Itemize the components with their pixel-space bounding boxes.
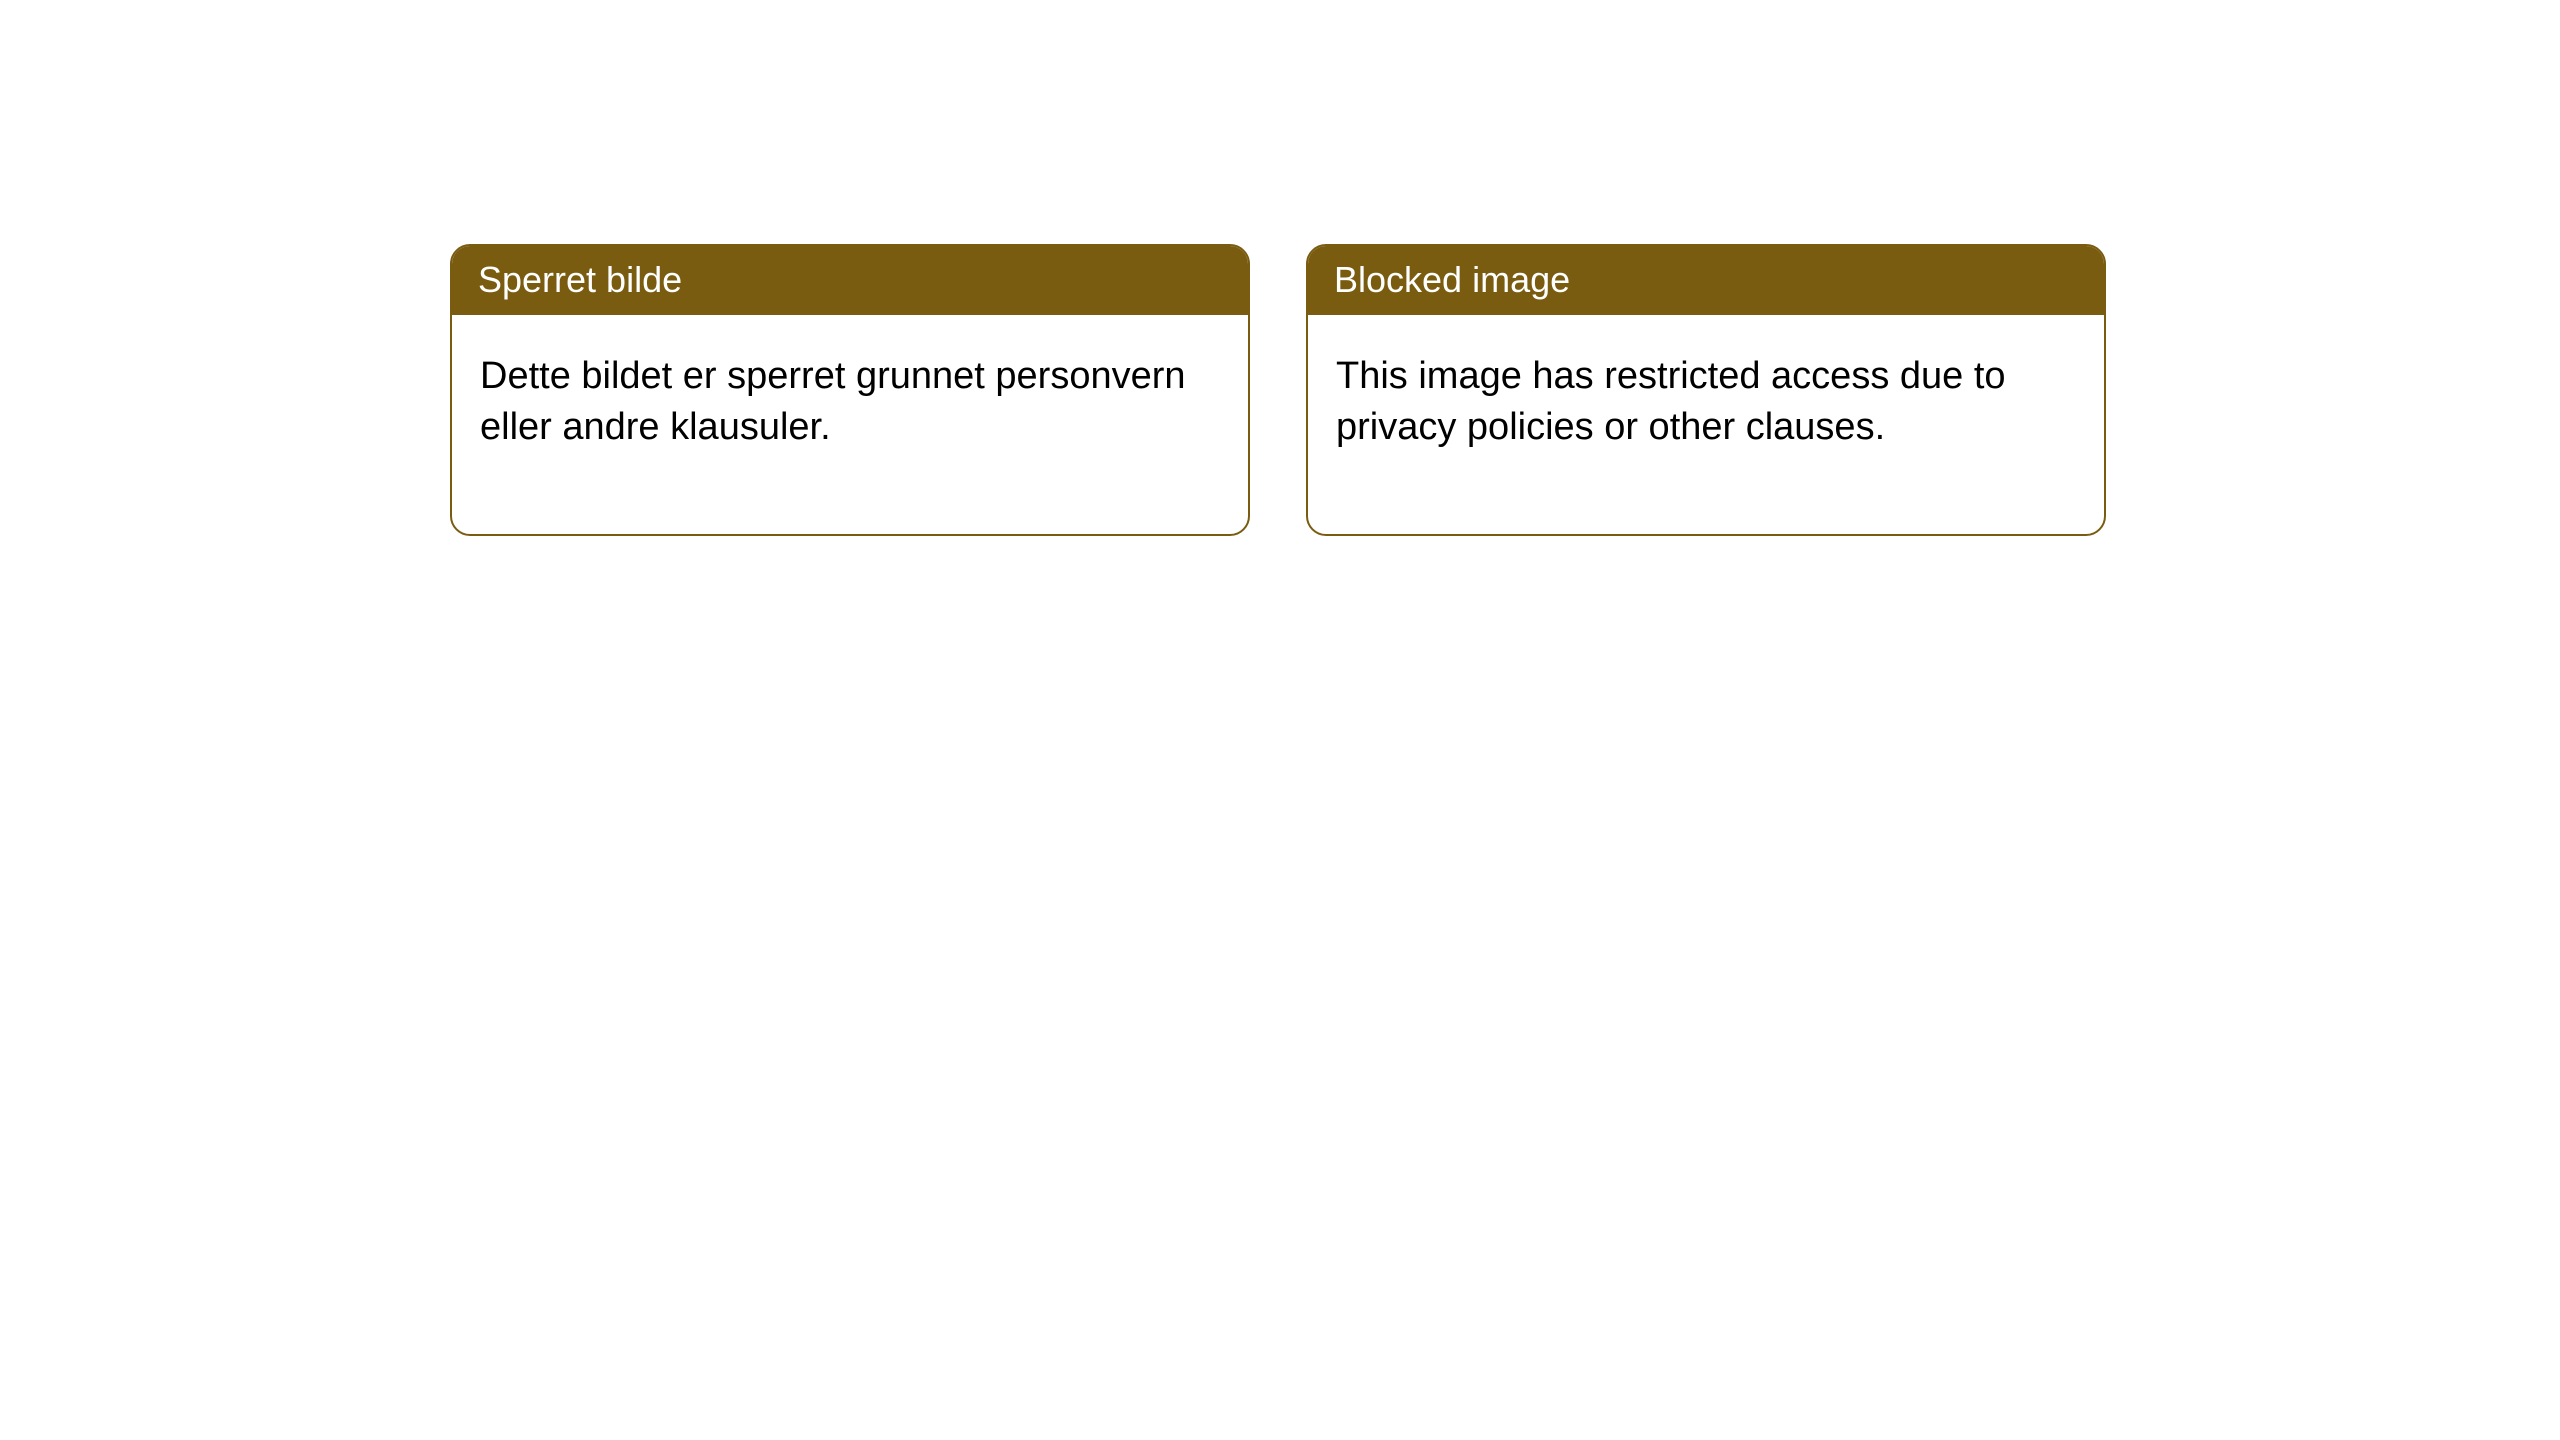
blocked-image-cards: Sperret bilde Dette bildet er sperret gr… [450,244,2106,536]
blocked-image-card-en: Blocked image This image has restricted … [1306,244,2106,536]
blocked-image-card-no: Sperret bilde Dette bildet er sperret gr… [450,244,1250,536]
card-body-en: This image has restricted access due to … [1308,315,2104,534]
card-title-en: Blocked image [1308,246,2104,315]
card-title-no: Sperret bilde [452,246,1248,315]
card-body-no: Dette bildet er sperret grunnet personve… [452,315,1248,534]
